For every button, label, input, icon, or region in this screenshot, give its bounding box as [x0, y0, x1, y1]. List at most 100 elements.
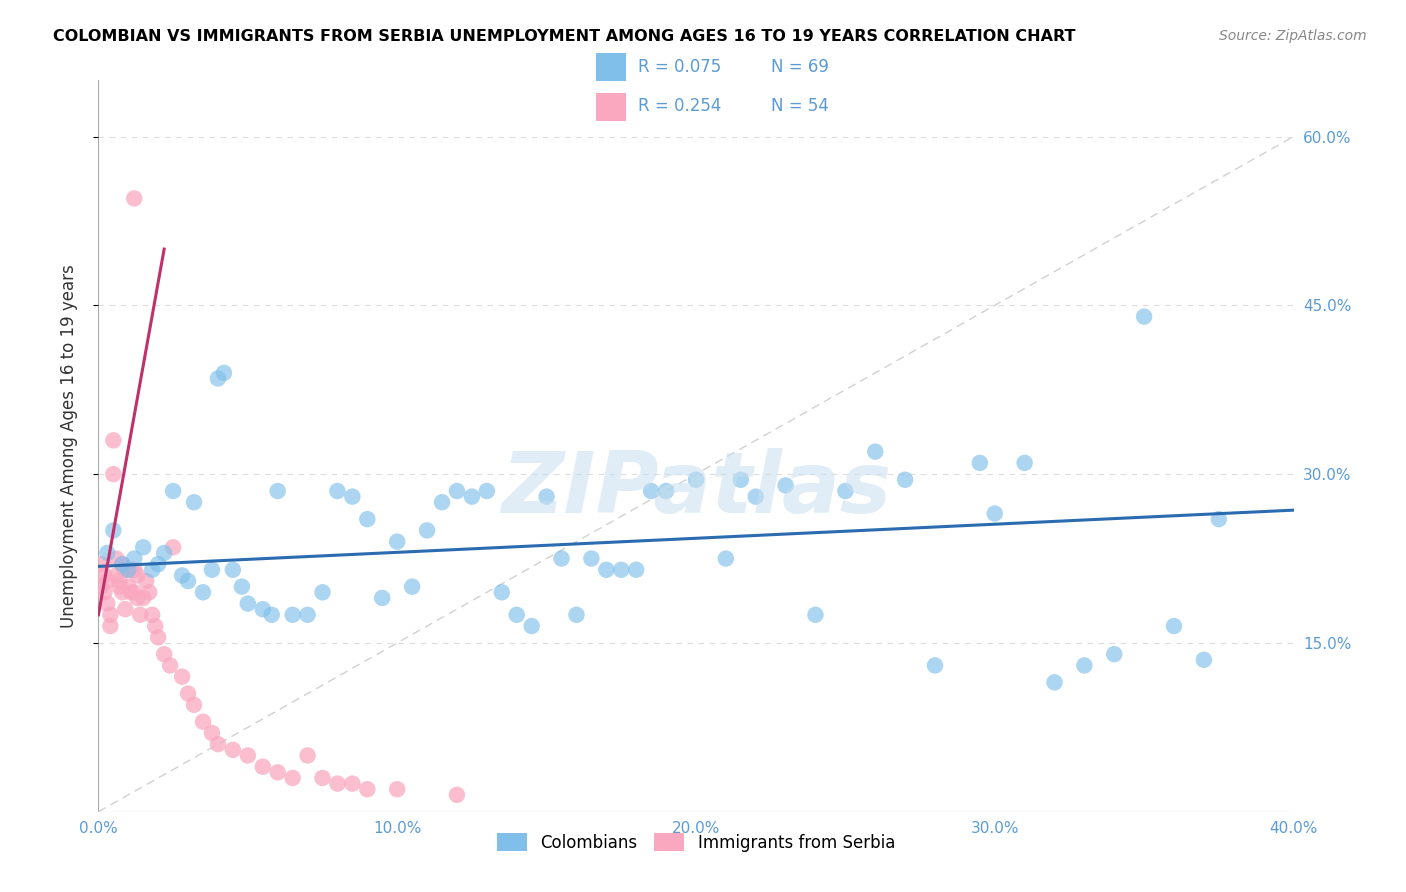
Immigrants from Serbia	[90, 557, 112, 571]
Colombians	[252, 602, 274, 616]
Colombians	[1073, 658, 1095, 673]
Colombians	[610, 563, 633, 577]
Colombians	[281, 607, 304, 622]
Colombians	[416, 524, 439, 538]
Colombians	[775, 478, 797, 492]
Text: COLOMBIAN VS IMMIGRANTS FROM SERBIA UNEMPLOYMENT AMONG AGES 16 TO 19 YEARS CORRE: COLOMBIAN VS IMMIGRANTS FROM SERBIA UNEM…	[53, 29, 1076, 44]
Immigrants from Serbia	[132, 591, 155, 605]
Immigrants from Serbia	[252, 760, 274, 774]
Colombians	[162, 483, 184, 498]
Colombians	[640, 483, 662, 498]
Colombians	[550, 551, 572, 566]
Colombians	[260, 607, 283, 622]
Text: R = 0.254: R = 0.254	[638, 97, 721, 115]
Immigrants from Serbia	[222, 743, 245, 757]
Immigrants from Serbia	[201, 726, 224, 740]
Colombians	[446, 483, 468, 498]
Colombians	[865, 444, 887, 458]
Colombians	[222, 563, 245, 577]
Bar	[596, 54, 626, 81]
Colombians	[430, 495, 453, 509]
Colombians	[231, 580, 253, 594]
Colombians	[491, 585, 513, 599]
Colombians	[536, 490, 558, 504]
Colombians	[581, 551, 603, 566]
Colombians	[183, 495, 205, 509]
Immigrants from Serbia	[162, 541, 184, 555]
Immigrants from Serbia	[90, 580, 112, 594]
Immigrants from Serbia	[281, 771, 304, 785]
Bar	[596, 93, 626, 120]
Colombians	[1014, 456, 1036, 470]
Immigrants from Serbia	[103, 434, 125, 448]
Immigrants from Serbia	[342, 776, 364, 790]
Immigrants from Serbia	[326, 776, 349, 790]
Immigrants from Serbia	[143, 619, 166, 633]
Colombians	[177, 574, 200, 588]
Text: R = 0.075: R = 0.075	[638, 59, 721, 77]
Immigrants from Serbia	[129, 607, 152, 622]
Text: N = 69: N = 69	[770, 59, 828, 77]
Colombians	[212, 366, 235, 380]
Immigrants from Serbia	[138, 585, 160, 599]
Colombians	[117, 563, 139, 577]
Immigrants from Serbia	[127, 568, 149, 582]
Colombians	[385, 534, 409, 549]
Immigrants from Serbia	[236, 748, 259, 763]
Immigrants from Serbia	[114, 563, 136, 577]
Colombians	[141, 563, 163, 577]
Immigrants from Serbia	[159, 658, 181, 673]
Colombians	[834, 483, 856, 498]
Colombians	[1104, 647, 1126, 661]
Immigrants from Serbia	[135, 574, 157, 588]
Colombians	[1192, 653, 1215, 667]
Immigrants from Serbia	[207, 737, 229, 751]
Text: ZIPatlas: ZIPatlas	[501, 449, 891, 532]
Colombians	[745, 490, 768, 504]
Colombians	[475, 483, 498, 498]
Immigrants from Serbia	[191, 714, 214, 729]
Colombians	[172, 568, 194, 582]
Immigrants from Serbia	[446, 788, 468, 802]
Colombians	[201, 563, 224, 577]
Colombians	[356, 512, 378, 526]
Colombians	[267, 483, 290, 498]
Colombians	[236, 597, 259, 611]
Colombians	[626, 563, 648, 577]
Immigrants from Serbia	[153, 647, 176, 661]
Colombians	[804, 607, 827, 622]
Immigrants from Serbia	[120, 585, 142, 599]
Colombians	[969, 456, 991, 470]
Colombians	[461, 490, 484, 504]
Colombians	[1163, 619, 1185, 633]
Immigrants from Serbia	[96, 574, 118, 588]
Immigrants from Serbia	[124, 191, 146, 205]
Colombians	[153, 546, 176, 560]
Y-axis label: Unemployment Among Ages 16 to 19 years: Unemployment Among Ages 16 to 19 years	[59, 264, 77, 628]
Colombians	[103, 524, 125, 538]
Colombians	[207, 371, 229, 385]
Immigrants from Serbia	[93, 568, 115, 582]
Colombians	[924, 658, 946, 673]
Immigrants from Serbia	[311, 771, 333, 785]
Immigrants from Serbia	[117, 563, 139, 577]
Immigrants from Serbia	[96, 597, 118, 611]
Colombians	[148, 557, 170, 571]
Immigrants from Serbia	[124, 585, 146, 599]
Immigrants from Serbia	[141, 607, 163, 622]
Immigrants from Serbia	[111, 585, 134, 599]
Colombians	[111, 557, 134, 571]
Immigrants from Serbia	[267, 765, 290, 780]
Immigrants from Serbia	[111, 557, 134, 571]
Immigrants from Serbia	[120, 563, 142, 577]
Immigrants from Serbia	[105, 568, 128, 582]
Colombians	[1133, 310, 1156, 324]
Immigrants from Serbia	[98, 607, 122, 622]
Colombians	[297, 607, 319, 622]
Immigrants from Serbia	[177, 687, 200, 701]
Immigrants from Serbia	[124, 563, 146, 577]
Colombians	[506, 607, 529, 622]
Immigrants from Serbia	[385, 782, 409, 797]
Colombians	[326, 483, 349, 498]
Colombians	[1208, 512, 1230, 526]
